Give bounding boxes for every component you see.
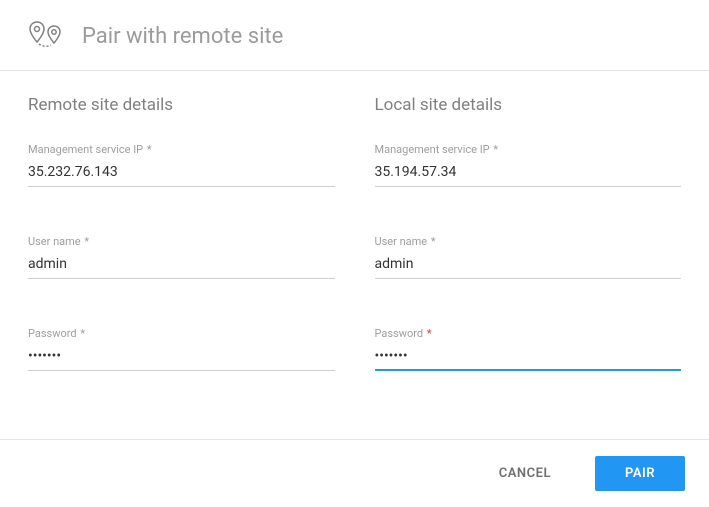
remote-ip-input[interactable]	[28, 160, 335, 187]
local-user-input[interactable]	[375, 252, 682, 279]
local-ip-label: Management service IP *	[375, 143, 682, 156]
remote-ip-label: Management service IP *	[28, 143, 335, 156]
dialog-footer: Cancel Pair	[0, 439, 709, 507]
local-section-title: Local site details	[375, 95, 682, 115]
local-pass-label: Password *	[375, 327, 682, 340]
local-column: Local site details Management service IP…	[375, 95, 682, 429]
dialog-body: Remote site details Management service I…	[0, 71, 709, 439]
remote-user-field: User name *	[28, 235, 335, 279]
local-ip-input[interactable]	[375, 160, 682, 187]
remote-pass-input[interactable]	[28, 344, 335, 371]
remote-column: Remote site details Management service I…	[28, 95, 335, 429]
pair-dialog: Pair with remote site Remote site detail…	[0, 0, 709, 507]
dialog-title: Pair with remote site	[82, 24, 283, 49]
dialog-header: Pair with remote site	[0, 0, 709, 71]
local-user-label: User name *	[375, 235, 682, 248]
remote-user-input[interactable]	[28, 252, 335, 279]
local-pass-field: Password *	[375, 327, 682, 371]
remote-pass-label: Password *	[28, 327, 335, 340]
local-ip-field: Management service IP *	[375, 143, 682, 187]
cancel-button[interactable]: Cancel	[475, 456, 575, 491]
pair-sites-icon	[28, 20, 66, 52]
remote-ip-field: Management service IP *	[28, 143, 335, 187]
remote-pass-field: Password *	[28, 327, 335, 371]
local-user-field: User name *	[375, 235, 682, 279]
remote-section-title: Remote site details	[28, 95, 335, 115]
remote-user-label: User name *	[28, 235, 335, 248]
local-pass-input[interactable]	[375, 344, 682, 371]
pair-button[interactable]: Pair	[595, 456, 685, 491]
